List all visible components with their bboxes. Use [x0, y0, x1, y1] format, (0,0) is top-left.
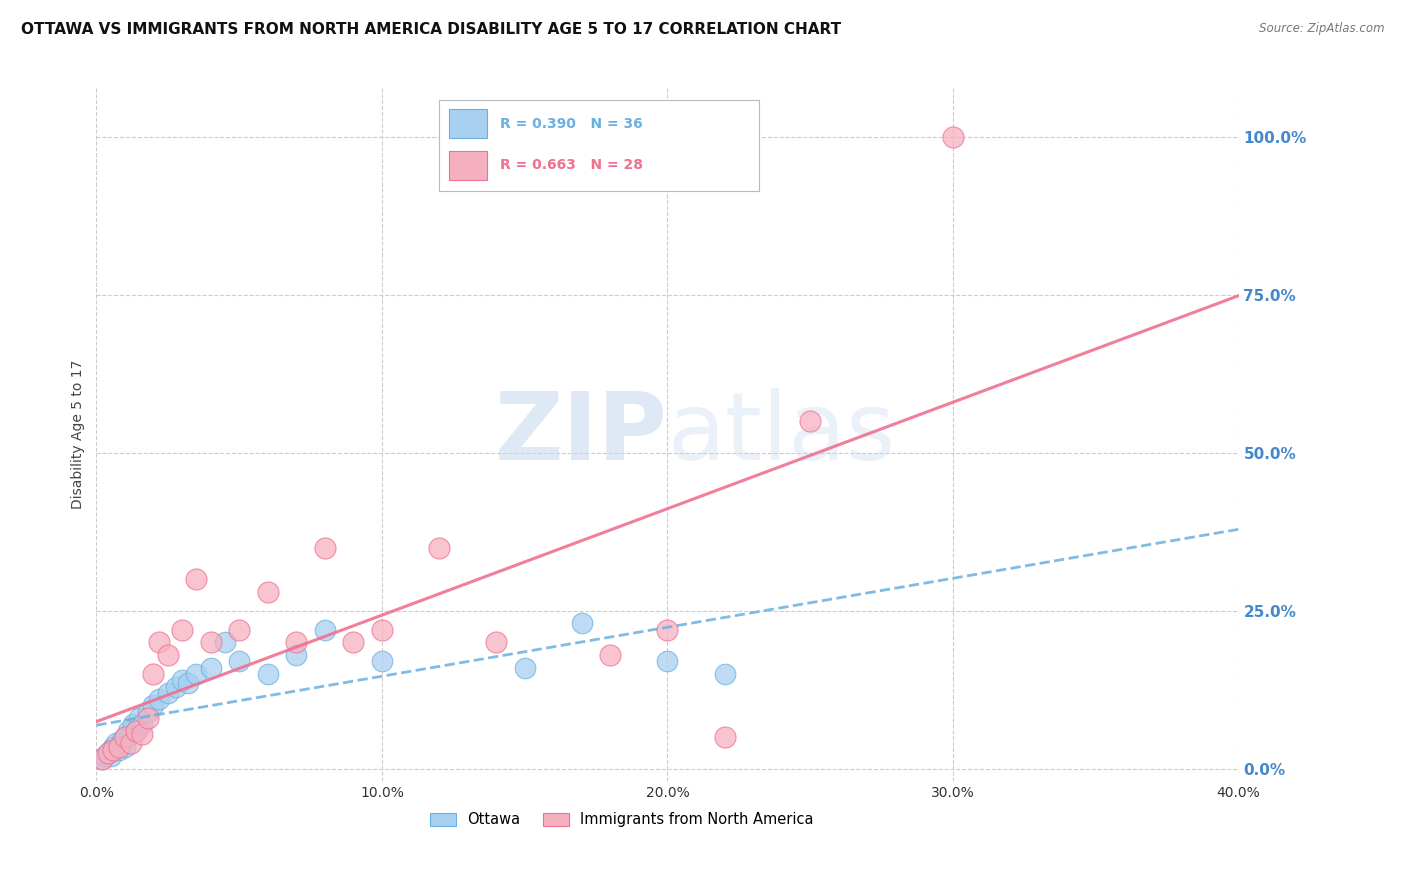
Point	[371, 654, 394, 668]
Point	[136, 705, 159, 719]
Text: atlas: atlas	[668, 388, 896, 480]
Point	[120, 736, 142, 750]
Point	[285, 635, 308, 649]
Point	[125, 723, 148, 738]
Point	[114, 730, 136, 744]
Point	[156, 648, 179, 662]
Point	[103, 742, 125, 756]
Point	[256, 584, 278, 599]
Point	[100, 749, 122, 764]
Point	[342, 635, 364, 649]
Point	[485, 635, 508, 649]
Point	[713, 730, 735, 744]
Point	[125, 723, 148, 738]
Text: Source: ZipAtlas.com: Source: ZipAtlas.com	[1260, 22, 1385, 36]
Point	[427, 541, 450, 555]
Point	[214, 635, 236, 649]
Point	[91, 752, 114, 766]
Point	[142, 667, 165, 681]
Point	[314, 623, 336, 637]
Point	[256, 667, 278, 681]
Legend: Ottawa, Immigrants from North America: Ottawa, Immigrants from North America	[423, 806, 820, 833]
Point	[942, 129, 965, 144]
Point	[156, 686, 179, 700]
Point	[170, 673, 193, 688]
Point	[108, 742, 131, 756]
Point	[108, 739, 131, 754]
Point	[200, 635, 222, 649]
Point	[713, 667, 735, 681]
Point	[148, 635, 170, 649]
Point	[314, 541, 336, 555]
Point	[131, 727, 153, 741]
Point	[228, 654, 250, 668]
Point	[799, 414, 821, 428]
Point	[120, 727, 142, 741]
Point	[513, 660, 536, 674]
Point	[122, 717, 145, 731]
Text: ZIP: ZIP	[495, 388, 668, 480]
Point	[97, 746, 120, 760]
Point	[136, 711, 159, 725]
Point	[657, 623, 679, 637]
Point	[97, 746, 120, 760]
Point	[105, 736, 128, 750]
Y-axis label: Disability Age 5 to 17: Disability Age 5 to 17	[72, 359, 86, 508]
Point	[91, 752, 114, 766]
Point	[148, 692, 170, 706]
Point	[100, 742, 122, 756]
Text: OTTAWA VS IMMIGRANTS FROM NORTH AMERICA DISABILITY AGE 5 TO 17 CORRELATION CHART: OTTAWA VS IMMIGRANTS FROM NORTH AMERICA …	[21, 22, 841, 37]
Point	[186, 667, 208, 681]
Point	[114, 730, 136, 744]
Point	[657, 654, 679, 668]
Point	[165, 680, 187, 694]
Point	[177, 676, 200, 690]
Point	[94, 749, 117, 764]
Point	[114, 739, 136, 754]
Point	[128, 711, 150, 725]
Point	[117, 723, 139, 738]
Point	[228, 623, 250, 637]
Point	[186, 572, 208, 586]
Point	[285, 648, 308, 662]
Point	[571, 616, 593, 631]
Point	[111, 733, 134, 747]
Point	[142, 698, 165, 713]
Point	[200, 660, 222, 674]
Point	[131, 717, 153, 731]
Point	[103, 739, 125, 754]
Point	[599, 648, 621, 662]
Point	[170, 623, 193, 637]
Point	[371, 623, 394, 637]
